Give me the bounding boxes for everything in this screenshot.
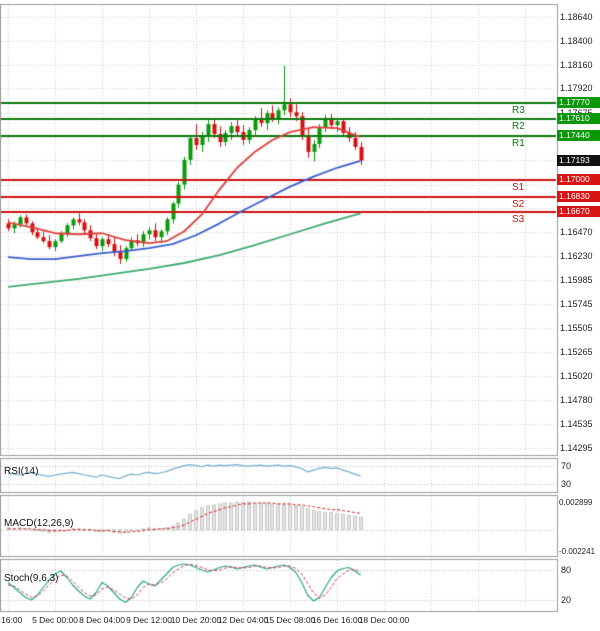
macd-panel-title: MACD(12,26,9) (4, 518, 74, 529)
stoch-panel-title: Stoch(9,6,3) (4, 573, 59, 584)
rsi-panel-title: RSI(14) (4, 466, 39, 477)
